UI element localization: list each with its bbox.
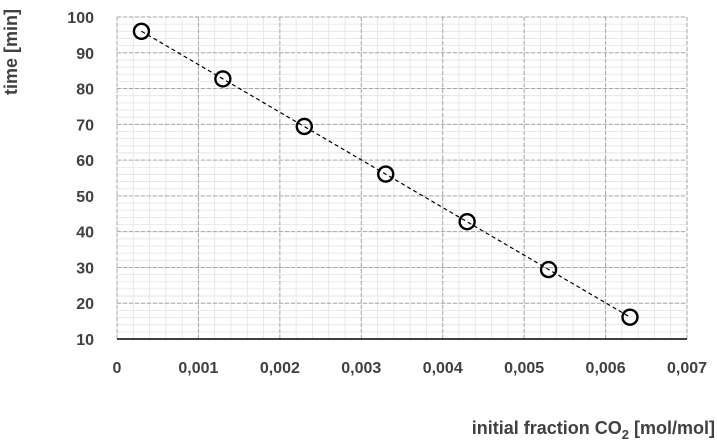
major-grid (116, 16, 688, 340)
x-tick-label: 0,002 (260, 360, 300, 377)
x-tick-label: 0,001 (178, 360, 218, 377)
x-axis-title-subscript: 2 (622, 427, 629, 440)
x-tick-label: 0,004 (423, 360, 463, 377)
data-point (458, 212, 476, 231)
y-tick-label: 60 (76, 153, 94, 170)
y-tick-labels: 10 20 30 40 50 60 70 80 90 100 (67, 10, 94, 349)
y-axis-title: time [min] (1, 9, 21, 95)
data-points (132, 22, 639, 326)
y-tick-label: 80 (76, 82, 94, 99)
trend-line (141, 30, 631, 318)
x-tick-labels: 0 0,001 0,002 0,003 0,004 0,005 0,006 0,007 (113, 360, 708, 377)
data-point (132, 22, 151, 41)
data-point (214, 70, 232, 88)
data-point (621, 308, 639, 326)
y-tick-label: 40 (76, 225, 94, 242)
x-tick-label: 0,003 (341, 360, 381, 377)
y-tick-label: 90 (76, 46, 94, 63)
data-point (295, 117, 313, 136)
y-tick-label: 70 (76, 117, 94, 134)
x-axis-title-main: initial fraction CO (472, 418, 622, 438)
x-tick-label: 0 (113, 360, 122, 377)
y-tick-label: 20 (76, 296, 94, 313)
x-axis-title: initial fraction CO2 [mol/mol] (472, 418, 715, 440)
x-tick-label: 0,007 (667, 360, 707, 377)
y-tick-label: 50 (76, 189, 94, 206)
x-tick-label: 0,005 (504, 360, 544, 377)
data-point (377, 165, 395, 183)
y-tick-label: 30 (76, 260, 94, 277)
y-tick-label: 10 (76, 332, 94, 349)
x-tick-label: 0,006 (586, 360, 626, 377)
data-point (539, 260, 558, 279)
minor-grid (116, 16, 688, 340)
y-tick-label: 100 (67, 10, 94, 27)
x-axis-title-unit: [mol/mol] (629, 418, 715, 438)
